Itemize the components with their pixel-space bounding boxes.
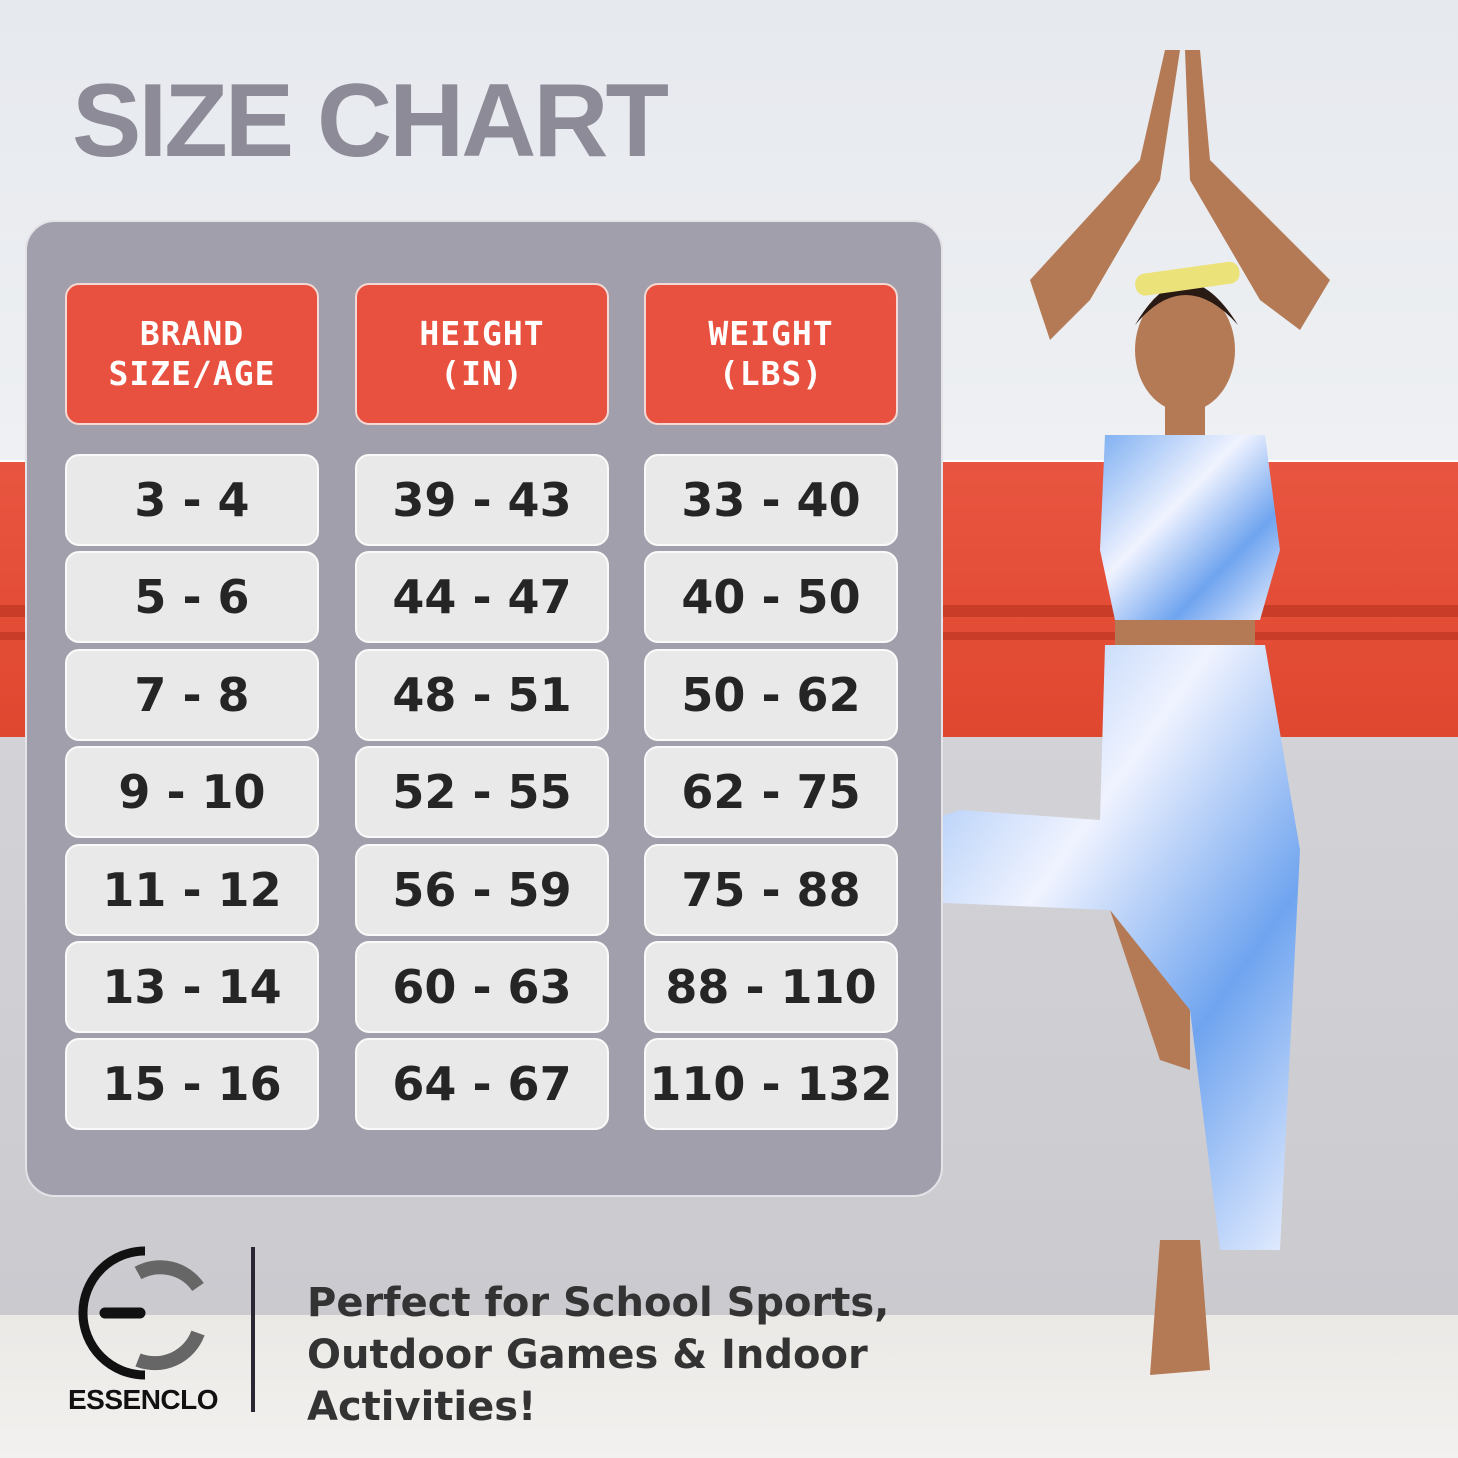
floor — [0, 1315, 1458, 1458]
table-cell: 5 - 6 — [65, 551, 319, 644]
table-cell: 48 - 51 — [355, 648, 609, 741]
column-header: BRAND SIZE/AGE — [65, 283, 319, 425]
table-cell: 52 - 55 — [355, 746, 609, 839]
table-cell: 13 - 14 — [65, 941, 319, 1033]
brand-name: ESSENCLO — [68, 1384, 219, 1415]
table-cell: 7 - 8 — [65, 648, 319, 741]
column-header: WEIGHT (LBS) — [644, 283, 898, 425]
table-cell: 3 - 4 — [65, 454, 319, 546]
table-cell: 44 - 47 — [355, 551, 609, 644]
table-cell: 75 - 88 — [644, 843, 898, 936]
table-cell: 60 - 63 — [355, 941, 609, 1033]
table-cell: 110 - 132 — [644, 1038, 898, 1131]
table-cell: 88 - 110 — [644, 941, 898, 1033]
table-cell: 33 - 40 — [644, 454, 898, 546]
model-photo — [870, 50, 1330, 1375]
table-cell: 15 - 16 — [65, 1038, 319, 1131]
table-cell: 11 - 12 — [65, 843, 319, 936]
divider — [251, 1247, 255, 1412]
table-cell: 39 - 43 — [355, 454, 609, 546]
table-cell: 62 - 75 — [644, 746, 898, 839]
table-cell: 9 - 10 — [65, 746, 319, 839]
table-cell: 40 - 50 — [644, 551, 898, 644]
page-title: SIZE CHART — [72, 63, 669, 179]
table-cell: 64 - 67 — [355, 1038, 609, 1131]
table-cell: 56 - 59 — [355, 843, 609, 936]
tagline: Perfect for School Sports, Outdoor Games… — [307, 1280, 890, 1430]
column-header: HEIGHT (IN) — [355, 283, 609, 425]
table-cell: 50 - 62 — [644, 648, 898, 741]
brand-logo — [78, 1246, 205, 1380]
